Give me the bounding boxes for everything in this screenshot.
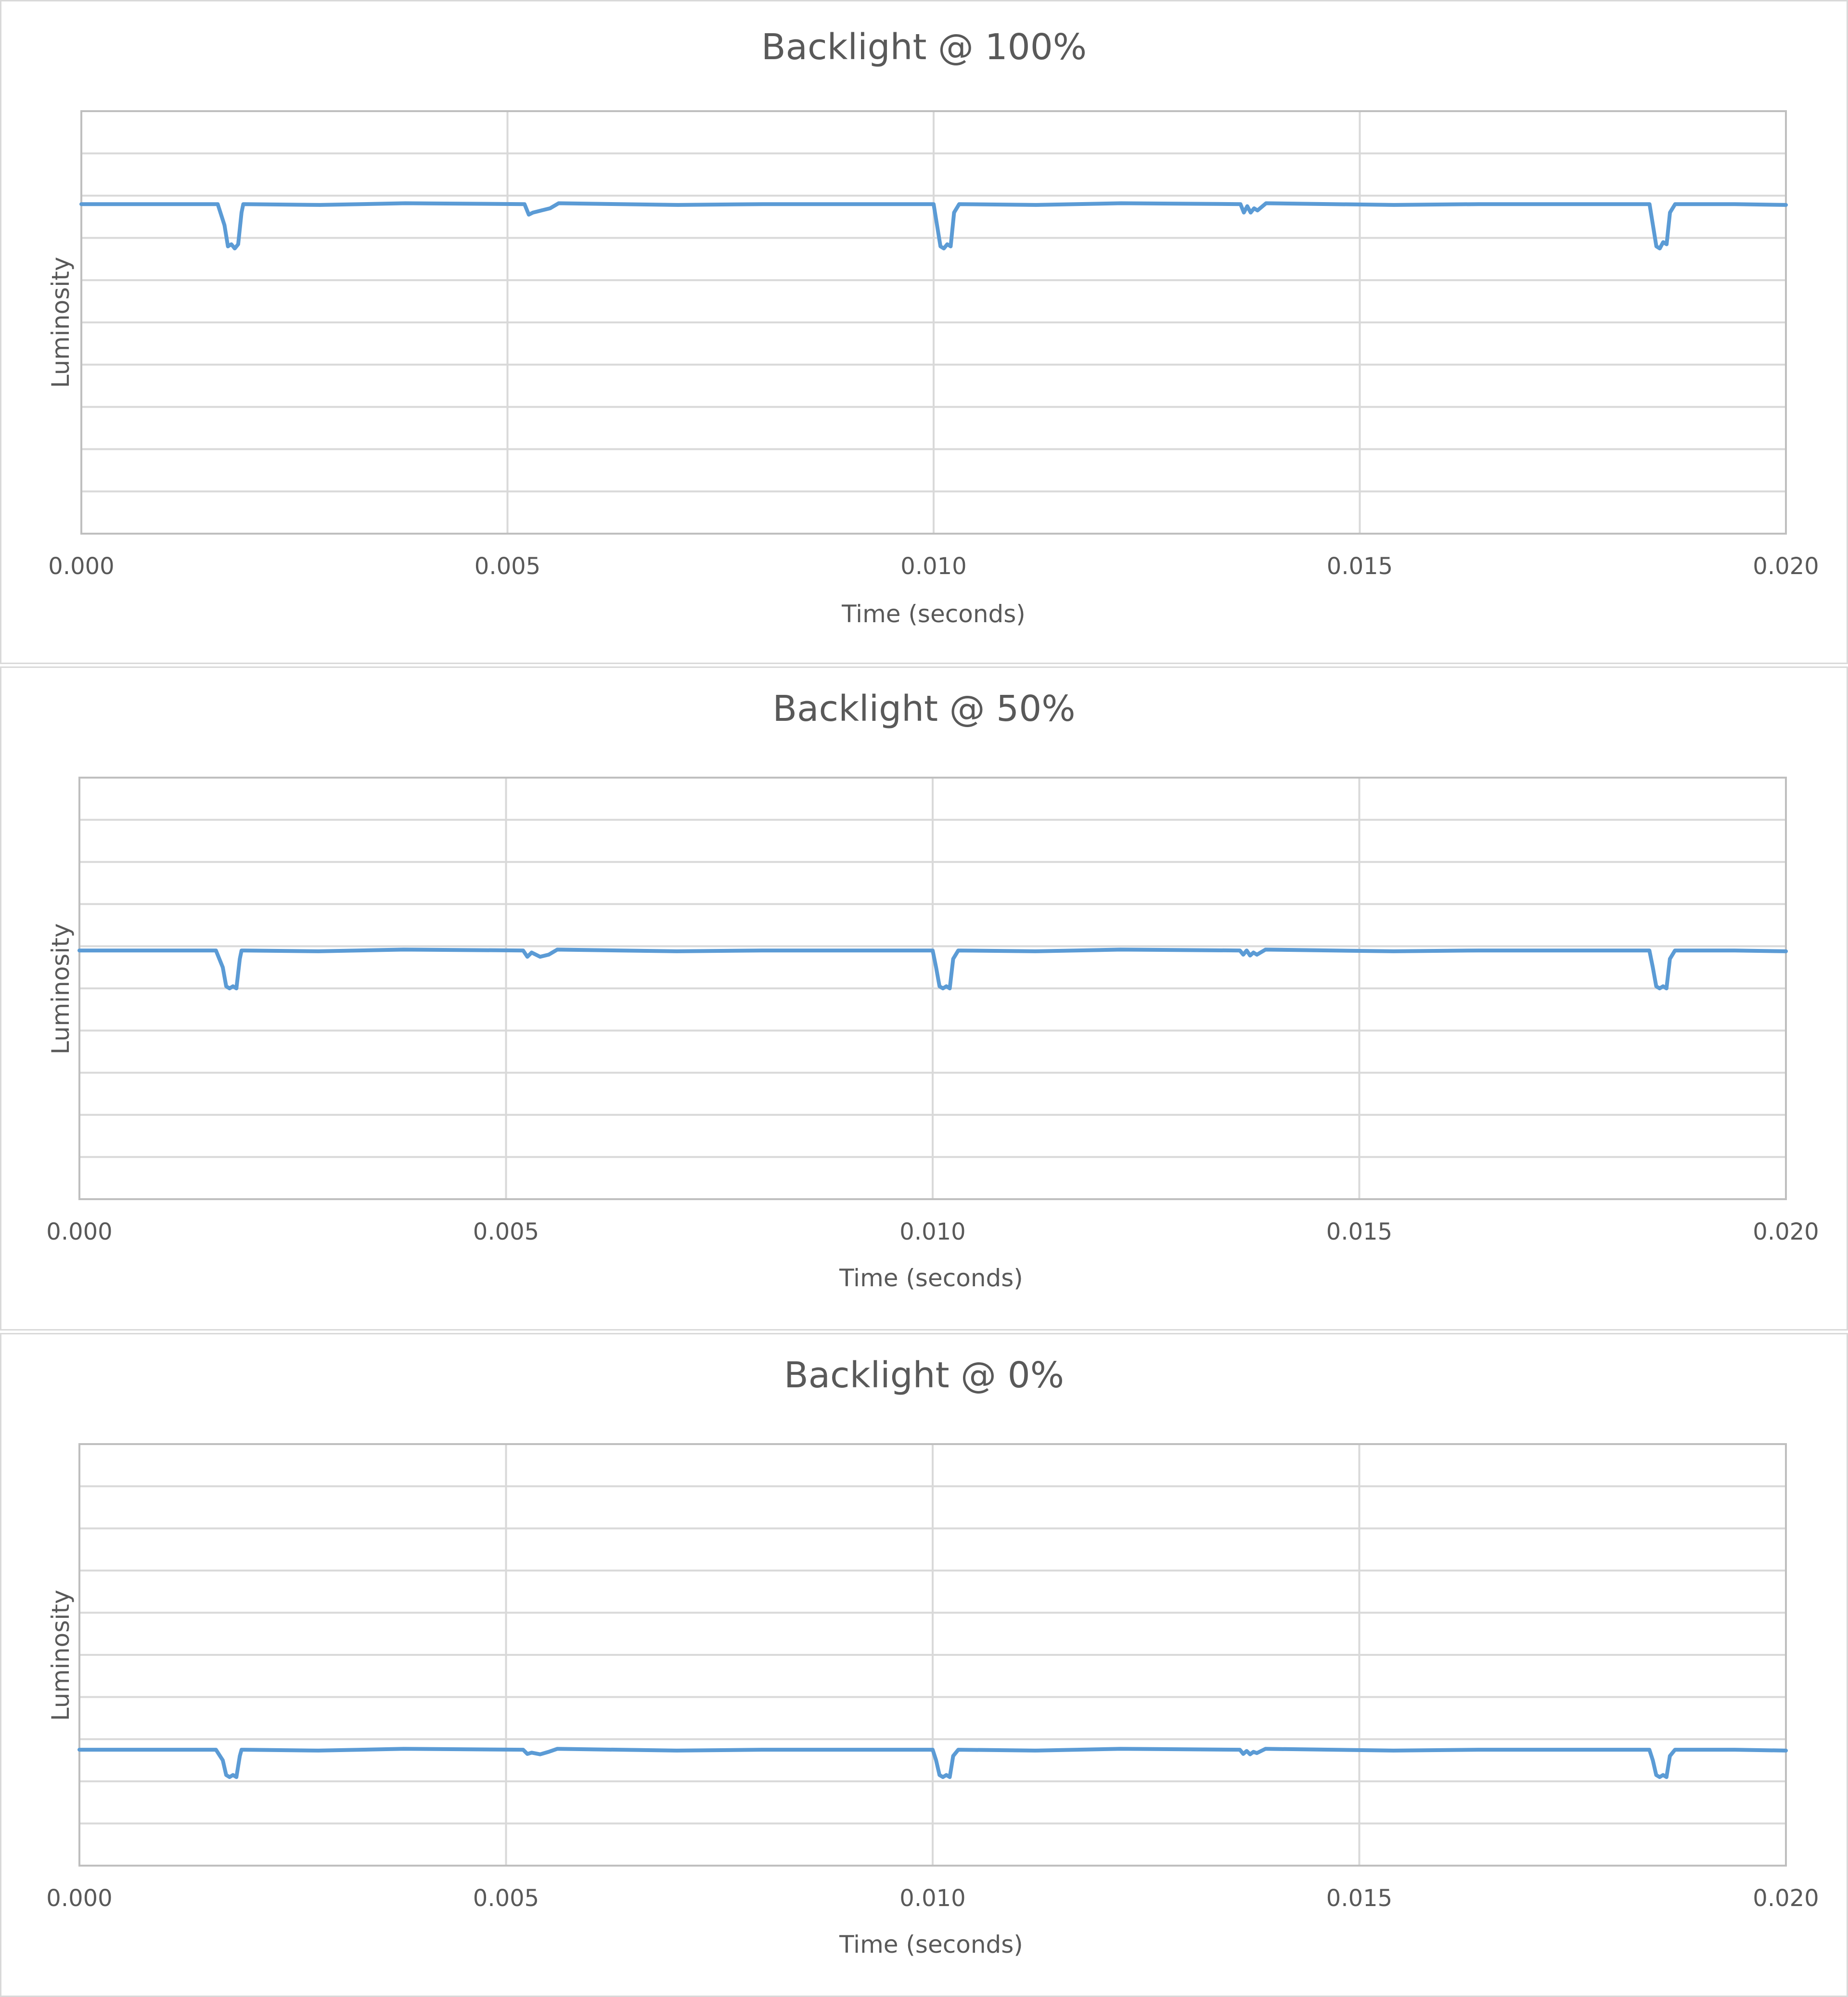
chart-title: Backlight @ 100% (761, 26, 1087, 68)
plot-area (80, 110, 1787, 535)
x-tick-label: 0.005 (473, 1885, 539, 1912)
chart-title: Backlight @ 0% (784, 1355, 1064, 1396)
chart-panel-backlight-100: Backlight @ 100% 0.000 0.005 0.010 0.015 0.0… (0, 0, 1848, 664)
x-tick-label: 0.010 (900, 553, 966, 580)
series-line (77, 1747, 1788, 1779)
x-tick-label: 0.000 (46, 1218, 112, 1245)
x-tick-label: 0.010 (899, 1218, 965, 1245)
x-tick-label: 0.005 (473, 1218, 539, 1245)
y-axis-label: Luminosity (47, 257, 75, 388)
y-axis-label: Luminosity (47, 923, 75, 1055)
x-tick-label: 0.015 (1326, 1885, 1392, 1912)
x-axis-label: Time (seconds) (841, 600, 1026, 628)
gridlines (81, 111, 1786, 534)
x-axis-label: Time (seconds) (839, 1931, 1023, 1959)
x-tick-label: 0.010 (899, 1885, 965, 1912)
x-tick-label: 0.000 (48, 553, 114, 580)
x-tick-label: 0.020 (1753, 553, 1819, 580)
x-tick-label: 0.015 (1327, 553, 1393, 580)
x-tick-label: 0.020 (1753, 1218, 1819, 1245)
y-axis-label: Luminosity (47, 1590, 75, 1721)
chart-panel-backlight-50: Backlight @ 50% 0.000 0.005 0.010 0.015 0.02… (0, 666, 1848, 1331)
chart-title: Backlight @ 50% (772, 688, 1075, 730)
series-line (77, 947, 1788, 990)
x-tick-label: 0.000 (46, 1885, 112, 1912)
x-tick-labels: 0.000 0.005 0.010 0.015 0.020 (46, 1218, 1819, 1245)
x-tick-label: 0.020 (1753, 1885, 1819, 1912)
gridlines (79, 1444, 1786, 1866)
x-tick-labels: 0.000 0.005 0.010 0.015 0.020 (48, 553, 1819, 580)
chart-svg: Backlight @ 0% 0.000 0.005 0.010 0.015 0.020… (46, 1355, 1819, 1959)
gridlines (79, 778, 1786, 1199)
x-tick-labels: 0.000 0.005 0.010 0.015 0.020 (46, 1885, 1819, 1912)
x-tick-label: 0.015 (1326, 1218, 1392, 1245)
x-axis-label: Time (seconds) (839, 1264, 1023, 1292)
chart-panel-backlight-0: Backlight @ 0% 0.000 0.005 0.010 0.015 0.020… (0, 1333, 1848, 1997)
series-line (79, 201, 1788, 251)
chart-svg: Backlight @ 50% 0.000 0.005 0.010 0.015 0.02… (46, 688, 1819, 1292)
plot-area (78, 777, 1787, 1200)
chart-svg: Backlight @ 100% 0.000 0.005 0.010 0.015 0.0… (47, 26, 1819, 628)
x-tick-label: 0.005 (475, 553, 540, 580)
plot-area (78, 1443, 1787, 1867)
